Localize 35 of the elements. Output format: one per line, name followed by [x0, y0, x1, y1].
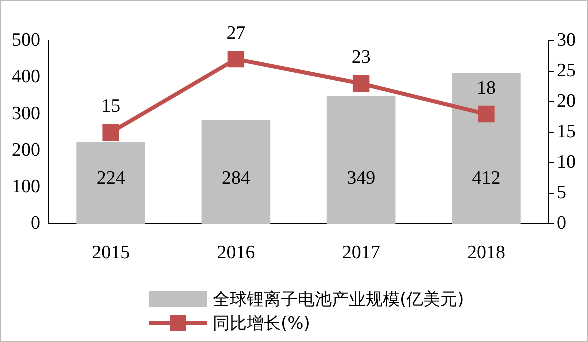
x-tick-label: 2017 [342, 242, 380, 264]
point [478, 106, 495, 123]
bar [76, 142, 146, 224]
data-label: 412 [472, 168, 501, 190]
bar [326, 96, 396, 224]
y2-tick-label: 10 [557, 152, 576, 174]
y2-tick-label: 30 [557, 30, 576, 51]
legend-label: 全球锂离子电池产业规模(亿美元) [213, 288, 464, 310]
point [228, 50, 245, 68]
y-tick-label: 0 [31, 213, 40, 234]
point [352, 75, 370, 92]
y-tick-label: 200 [12, 140, 40, 161]
data-label: 349 [347, 168, 376, 190]
y-tick-label: 100 [12, 176, 40, 198]
data-label: 23 [352, 47, 371, 68]
y2-tick-label: 5 [557, 182, 566, 204]
y-tick-label: 500 [12, 30, 40, 51]
bar [202, 120, 271, 224]
y2-tick-label: 15 [557, 122, 576, 143]
x-tick-label: 2016 [217, 242, 256, 264]
point [102, 124, 120, 141]
data-label: 18 [476, 78, 496, 99]
legend-label: 同比增长(%) [213, 312, 310, 334]
data-label: 224 [96, 168, 126, 190]
y2-tick-label: 20 [557, 91, 576, 112]
x-tick-label: 2018 [467, 242, 506, 264]
x-tick-label: 2015 [92, 242, 130, 264]
y-tick-label: 300 [12, 103, 40, 124]
y2-tick-label: 25 [557, 60, 576, 82]
data-label: 284 [222, 168, 251, 190]
y-tick-label: 400 [12, 66, 40, 88]
y2-tick-label: 0 [557, 213, 566, 234]
data-label: 15 [102, 96, 121, 118]
data-label: 27 [226, 22, 246, 44]
bar [452, 73, 521, 224]
